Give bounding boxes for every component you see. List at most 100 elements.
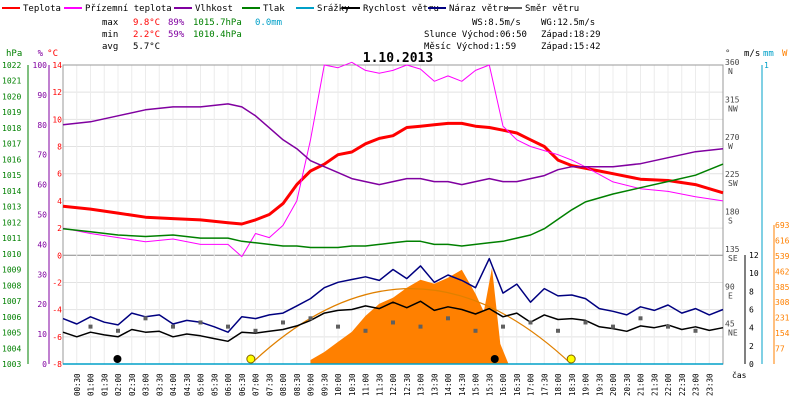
wind-direction-point — [143, 316, 148, 321]
wind-direction-point — [418, 324, 423, 329]
tick-label-hpa: 1020 — [2, 92, 21, 101]
axis-title-mm: mm — [763, 49, 774, 59]
wind-direction-point — [116, 328, 120, 333]
sun-arc — [250, 288, 572, 365]
tick-label-hpa: 1012 — [2, 218, 21, 227]
moon-event-icon — [490, 355, 499, 363]
wind-direction-point — [88, 324, 93, 329]
x-tick-label: 18:30 — [568, 373, 577, 396]
legend: Teplota Přízemní teplota Vlhkost Tlak Srážky… — [2, 4, 579, 14]
tick-label-pct: 100 — [33, 61, 48, 70]
info-sun-set: Západ:18:29 — [541, 30, 601, 40]
wind-direction-point — [198, 320, 203, 325]
tick-label-pct: 80 — [37, 121, 47, 130]
tick-label-pct: 90 — [37, 91, 47, 100]
stats-min-label: min — [102, 30, 118, 40]
wind-direction-point — [666, 324, 670, 329]
x-tick-label: 05:00 — [197, 373, 206, 396]
wind-direction-point — [638, 316, 643, 321]
tick-label-hpa: 1005 — [2, 329, 21, 338]
info-ws: WS:8.5m/s — [472, 18, 521, 28]
x-tick-label: 07:00 — [252, 373, 261, 396]
x-axis-label: čas — [732, 370, 747, 380]
tick-label-hpa: 1021 — [2, 77, 21, 86]
legend-label: Náraz větru — [449, 4, 509, 14]
tick-label-dir-point: S — [728, 217, 733, 226]
x-tick-label: 21:30 — [650, 373, 659, 396]
x-tick-label: 03:30 — [155, 373, 164, 396]
tick-label-dir: 45 — [725, 320, 735, 329]
info-moon-set: Západ:15:42 — [541, 42, 601, 52]
x-tick-label: 14:30 — [458, 373, 467, 396]
moon-event-icon — [113, 355, 122, 363]
tick-label-wm2: 385 — [775, 283, 790, 292]
tick-label-wm2: 539 — [775, 252, 790, 261]
stats-min-temp: 2.2°C — [133, 30, 160, 40]
tick-label-hpa: 1009 — [2, 266, 21, 275]
tick-label-dir: 135 — [725, 245, 740, 254]
x-tick-label: 13:00 — [417, 373, 426, 396]
tick-label-pct: 30 — [37, 270, 47, 279]
tick-label-hpa: 1016 — [2, 155, 21, 164]
tick-label-ms: 6 — [749, 306, 754, 315]
tick-label-dir: 315 — [725, 95, 740, 104]
wind-direction-point — [446, 316, 450, 321]
x-tick-label: 04:30 — [183, 373, 192, 396]
stats-min-hum: 59% — [168, 30, 185, 40]
tick-label-temp: 0 — [57, 251, 62, 260]
x-tick-label: 16:30 — [513, 373, 522, 396]
series-p-zemn-teplota — [62, 61, 724, 258]
tick-label-hpa: 1006 — [2, 313, 21, 322]
markers — [113, 354, 576, 364]
tick-label-mm: 1 — [764, 61, 769, 70]
wind-direction-point — [308, 316, 313, 321]
x-tick-label: 10:00 — [334, 373, 343, 396]
x-tick-label: 01:30 — [100, 373, 109, 396]
tick-label-temp: 2 — [57, 224, 62, 233]
info-moon-rise: Měsíc Východ:1:59 — [424, 42, 516, 52]
tick-label-temp: -8 — [52, 360, 62, 369]
tick-label-pct: 60 — [37, 181, 47, 190]
tick-label-hpa: 1014 — [2, 187, 21, 196]
tick-label-ms: 2 — [749, 342, 754, 351]
sun-event-icon — [566, 354, 576, 364]
wind-direction-point — [556, 328, 560, 333]
chart-title: 1.10.2013 — [363, 51, 433, 66]
x-tick-label: 03:00 — [142, 373, 151, 396]
tick-label-hpa: 1015 — [2, 171, 21, 180]
tick-label-temp: -4 — [52, 306, 62, 315]
sun-event-icon — [246, 354, 256, 364]
tick-label-wm2: 462 — [775, 267, 790, 276]
axis-title-dir: ° — [725, 49, 730, 59]
stats-max-label: max — [102, 18, 119, 28]
tick-label-dir-point: E — [728, 291, 733, 300]
x-tick-label: 22:00 — [664, 373, 673, 396]
tick-label-wm2: 308 — [775, 298, 790, 307]
x-tick-label: 00:30 — [73, 373, 82, 396]
axis-title-hpa: hPa — [6, 49, 22, 59]
tick-label-hpa: 1013 — [2, 203, 21, 212]
tick-label-temp: -2 — [52, 278, 62, 287]
tick-label-pct: 50 — [37, 211, 47, 220]
x-tick-label: 08:30 — [293, 373, 302, 396]
x-tick-label: 15:30 — [485, 373, 494, 396]
tick-label-hpa: 1019 — [2, 108, 21, 117]
legend-label: Vlhkost — [195, 4, 233, 14]
stats-avg-temp: 5.7°C — [133, 42, 160, 52]
stats-max-hum: 89% — [168, 18, 185, 28]
stats-avg-label: avg — [102, 42, 118, 52]
tick-label-ms: 0 — [749, 360, 754, 369]
tick-label-pct: 10 — [37, 330, 47, 339]
tick-label-pct: 40 — [37, 240, 47, 249]
tick-label-temp: 6 — [57, 170, 62, 179]
tick-label-dir: 90 — [725, 282, 735, 291]
tick-label-hpa: 1004 — [2, 344, 21, 353]
x-tick-label: 11:30 — [375, 373, 384, 396]
info-sun-rise: Slunce Východ:06:50 — [424, 30, 527, 40]
tick-label-pct: 0 — [42, 360, 47, 369]
axis-title-wm2: W — [782, 49, 788, 59]
tick-label-hpa: 1011 — [2, 234, 21, 243]
stats-min-press: 1010.4hPa — [193, 30, 242, 40]
x-tick-label: 15:00 — [472, 373, 481, 396]
tick-label-hpa: 1017 — [2, 140, 21, 149]
